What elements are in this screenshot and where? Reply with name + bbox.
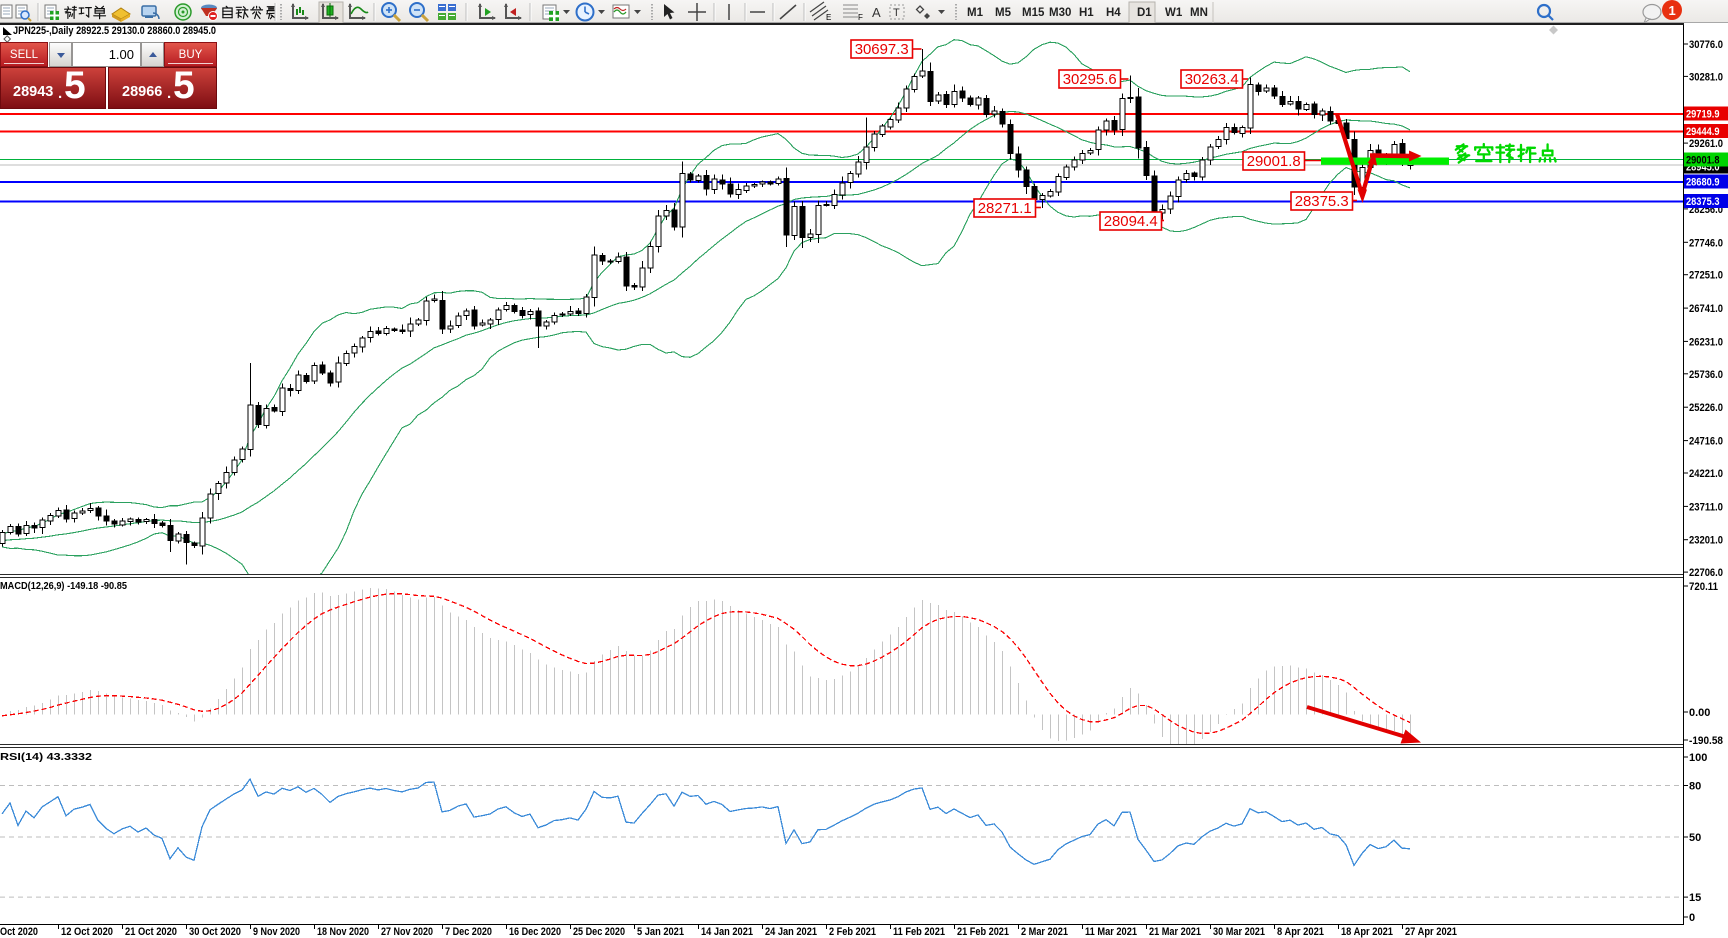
svg-text:18 Nov 2020: 18 Nov 2020	[317, 926, 369, 938]
svg-text:M30: M30	[1049, 7, 1071, 19]
svg-text:Oct 2020: Oct 2020	[0, 926, 38, 938]
svg-text:16 Dec 2020: 16 Dec 2020	[509, 926, 561, 938]
svg-text:E: E	[826, 13, 831, 22]
svg-text:29001.8: 29001.8	[1686, 155, 1720, 167]
svg-text:28094.4: 28094.4	[1104, 213, 1158, 230]
svg-text:24221.0: 24221.0	[1689, 468, 1723, 480]
svg-text:18 Apr 2021: 18 Apr 2021	[1341, 926, 1393, 938]
svg-text:9 Nov 2020: 9 Nov 2020	[253, 926, 300, 938]
svg-text:12 Oct 2020: 12 Oct 2020	[61, 926, 113, 938]
svg-text:F: F	[858, 13, 863, 22]
svg-text:28375.3: 28375.3	[1295, 193, 1349, 210]
svg-text:14 Jan 2021: 14 Jan 2021	[701, 926, 753, 938]
svg-text:MN: MN	[1190, 7, 1208, 19]
svg-text:M15: M15	[1022, 7, 1045, 19]
svg-text:24716.0: 24716.0	[1689, 436, 1723, 448]
svg-text:RSI(14) 43.3332: RSI(14) 43.3332	[0, 751, 92, 763]
svg-text:24 Jan 2021: 24 Jan 2021	[765, 926, 817, 938]
svg-text:27 Nov 2020: 27 Nov 2020	[381, 926, 433, 938]
svg-text:21 Mar 2021: 21 Mar 2021	[1149, 926, 1201, 938]
svg-text:MACD(12,26,9) -149.18 -90.85: MACD(12,26,9) -149.18 -90.85	[0, 580, 127, 592]
svg-text:30295.6: 30295.6	[1063, 71, 1117, 88]
svg-text:30281.0: 30281.0	[1689, 71, 1723, 83]
svg-text:26741.0: 26741.0	[1689, 303, 1723, 315]
svg-text:25 Dec 2020: 25 Dec 2020	[573, 926, 625, 938]
svg-text:720.11: 720.11	[1689, 581, 1718, 593]
svg-text:23201.0: 23201.0	[1689, 535, 1723, 547]
svg-text:JPN225-,Daily 28922.5 29130.0: JPN225-,Daily 28922.5 29130.0 28860.0 28…	[13, 25, 216, 37]
svg-text:80: 80	[1689, 781, 1701, 793]
svg-text:5 Jan 2021: 5 Jan 2021	[637, 926, 684, 938]
svg-text:-190.58: -190.58	[1689, 735, 1723, 747]
svg-text:21 Feb 2021: 21 Feb 2021	[957, 926, 1009, 938]
svg-text:29719.9: 29719.9	[1686, 109, 1720, 121]
svg-text:29261.0: 29261.0	[1689, 138, 1723, 150]
svg-text:15: 15	[1689, 892, 1701, 904]
svg-text:7 Dec 2020: 7 Dec 2020	[445, 926, 492, 938]
svg-text:H1: H1	[1079, 7, 1094, 19]
svg-text:M5: M5	[995, 7, 1012, 19]
svg-text:11 Feb 2021: 11 Feb 2021	[893, 926, 945, 938]
svg-text:27251.0: 27251.0	[1689, 270, 1723, 282]
svg-text:2 Mar 2021: 2 Mar 2021	[1021, 926, 1068, 938]
svg-text:25226.0: 25226.0	[1689, 402, 1723, 414]
svg-text:100: 100	[1689, 752, 1707, 764]
svg-text:2 Feb 2021: 2 Feb 2021	[829, 926, 876, 938]
svg-text:21 Oct 2020: 21 Oct 2020	[125, 926, 177, 938]
svg-text:25736.0: 25736.0	[1689, 369, 1723, 381]
svg-text:28375.3: 28375.3	[1686, 196, 1720, 208]
svg-text:27 Apr 2021: 27 Apr 2021	[1405, 926, 1457, 938]
svg-text:T: T	[893, 7, 900, 19]
svg-text:0: 0	[1689, 912, 1695, 924]
svg-text:0.00: 0.00	[1689, 707, 1710, 719]
svg-text:30697.3: 30697.3	[855, 41, 909, 58]
svg-text:11 Mar 2021: 11 Mar 2021	[1085, 926, 1137, 938]
svg-text:22706.0: 22706.0	[1689, 567, 1723, 579]
svg-text:A: A	[872, 5, 881, 20]
svg-text:1: 1	[1669, 3, 1676, 18]
svg-text:30776.0: 30776.0	[1689, 39, 1723, 51]
svg-text:26231.0: 26231.0	[1689, 336, 1723, 348]
svg-text:H4: H4	[1106, 7, 1121, 19]
svg-text:8 Apr 2021: 8 Apr 2021	[1277, 926, 1324, 938]
svg-text:27746.0: 27746.0	[1689, 237, 1723, 249]
svg-text:W1: W1	[1165, 7, 1183, 19]
svg-text:30 Mar 2021: 30 Mar 2021	[1213, 926, 1265, 938]
svg-text:28271.1: 28271.1	[978, 200, 1032, 217]
svg-text:23711.0: 23711.0	[1689, 501, 1723, 513]
svg-text:30263.4: 30263.4	[1185, 71, 1239, 88]
svg-text:29444.9: 29444.9	[1686, 126, 1720, 138]
svg-text:50: 50	[1689, 832, 1701, 844]
svg-text:30 Oct 2020: 30 Oct 2020	[189, 926, 241, 938]
svg-text:D1: D1	[1137, 7, 1152, 19]
svg-text:28680.9: 28680.9	[1686, 177, 1720, 189]
svg-text:M1: M1	[967, 7, 984, 19]
svg-text:29001.8: 29001.8	[1247, 153, 1301, 170]
